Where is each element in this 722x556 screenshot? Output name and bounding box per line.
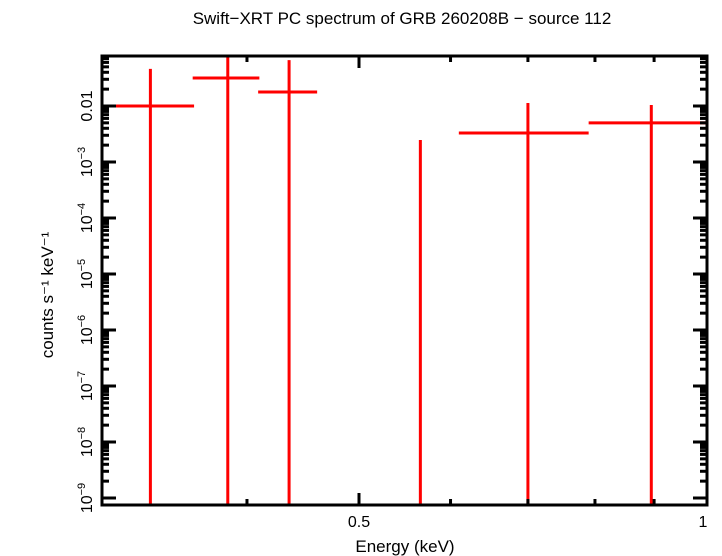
y-tick-label: 10−8 [76,427,96,457]
y-tick-label: 10−4 [76,203,96,233]
svg-text:10−8: 10−8 [76,427,96,457]
y-tick-labels: 0.01 10−3 10−4 10−5 10−6 10−7 10−8 10−9 [76,90,96,513]
svg-text:10−6: 10−6 [76,315,96,345]
y-tick-label: 10−3 [76,147,96,177]
svg-text:10−4: 10−4 [76,203,96,233]
x-tick-label: 1 [699,514,708,531]
svg-text:0.01: 0.01 [79,90,96,121]
data-series [102,56,707,505]
x-tick-label: 0.5 [348,514,370,531]
svg-text:10−5: 10−5 [76,259,96,289]
chart-title: Swift−XRT PC spectrum of GRB 260208B − s… [193,9,612,28]
data-point [102,68,195,505]
data-point [192,56,260,505]
svg-text:10−3: 10−3 [76,147,96,177]
y-tick-label: 10−7 [76,371,96,401]
y-tick-label: 10−5 [76,259,96,289]
y-axis-label: counts s⁻¹ keV⁻¹ [38,231,57,358]
data-point [458,103,589,505]
axis-ticks [102,56,707,505]
x-tick-labels: 0.5 1 [348,514,708,531]
svg-text:10−7: 10−7 [76,371,96,401]
svg-text:10−9: 10−9 [76,483,96,513]
y-tick-label: 10−9 [76,483,96,513]
y-tick-label: 10−6 [76,315,96,345]
x-axis-label: Energy (keV) [355,537,454,556]
data-point [588,105,707,505]
data-point [258,60,318,505]
y-tick-label: 0.01 [79,90,96,121]
